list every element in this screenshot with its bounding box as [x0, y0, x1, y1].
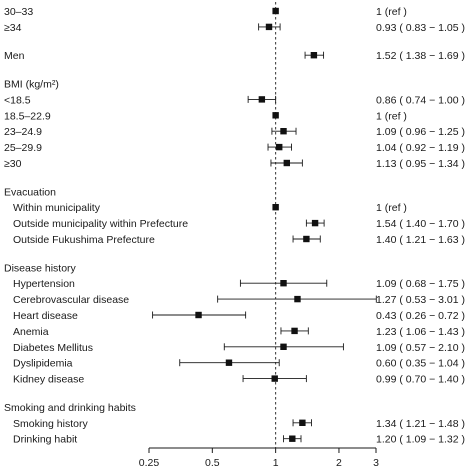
row-8-23-24-9-label: 23–24.9 [4, 126, 42, 138]
row-28-drinking-habit-estimate-text: 1.20 ( 1.09 − 1.32 ) [376, 434, 465, 446]
row-27-smoking-history-label: Smoking history [13, 418, 88, 430]
row-20-heart-disease-estimate-text: 0.43 ( 0.26 − 0.72 ) [376, 310, 465, 322]
forest-rows: 30–33 1 (ref ) ≥34 0.93 ( 0.83 − 1.05 ) Men 1… [4, 6, 465, 446]
group-header-smoking-and-drinking-habits: Smoking and drinking habits [4, 402, 136, 414]
row-21-anemia-estimate-text: 1.23 ( 1.06 − 1.43 ) [376, 326, 465, 338]
row-22-diabetes-mellitus-estimate-marker [280, 343, 287, 350]
row-3-men-estimate-marker [310, 52, 318, 59]
row-10-30-label: ≥30 [4, 158, 22, 170]
row-22-diabetes-mellitus-label: Diabetes Mellitus [13, 342, 93, 354]
row-18-hypertension-estimate-text: 1.09 ( 0.68 − 1.75 ) [376, 278, 465, 290]
x-tick-label-0-5: 0.5 [205, 457, 220, 469]
row-10-30-estimate-marker [283, 159, 291, 167]
row-13-within-municipality-label: Within municipality [13, 202, 101, 214]
row-9-25-29-9-label: 25–29.9 [4, 142, 42, 154]
row-6-18-5-estimate-text: 0.86 ( 0.74 − 1.00 ) [376, 94, 465, 106]
row-3-men-estimate-text: 1.52 ( 1.38 − 1.69 ) [376, 50, 465, 62]
row-1-34-label: ≥34 [4, 22, 22, 34]
row-6-18-5-label: <18.5 [4, 94, 31, 106]
row-20-heart-disease-label: Heart disease [13, 310, 78, 322]
x-tick-label-3: 3 [373, 457, 379, 469]
row-19-cerebrovascular-disease-label: Cerebrovascular disease [13, 294, 129, 306]
row-14-outside-municipality-within-prefecture-estimate-text: 1.54 ( 1.40 − 1.70 ) [376, 218, 465, 230]
row-23-dyslipidemia-label: Dyslipidemia [13, 358, 73, 370]
row-8-23-24-9-estimate-marker [280, 128, 287, 135]
row-15-outside-fukushima-prefecture-label: Outside Fukushima Prefecture [13, 234, 155, 246]
row-9-25-29-9-estimate-text: 1.04 ( 0.92 − 1.19 ) [376, 142, 465, 154]
row-8-23-24-9-estimate-text: 1.09 ( 0.96 − 1.25 ) [376, 126, 465, 138]
row-0-30-33-estimate-marker [272, 7, 279, 15]
group-header-bmi-kg-m: BMI (kg/m²) [4, 79, 59, 91]
x-tick-label-0-25: 0.25 [139, 457, 160, 469]
row-23-dyslipidemia-estimate-text: 0.60 ( 0.35 − 1.04 ) [376, 358, 465, 370]
row-15-outside-fukushima-prefecture-estimate-text: 1.40 ( 1.21 − 1.63 ) [376, 234, 465, 246]
row-28-drinking-habit-estimate-marker [289, 435, 296, 442]
row-14-outside-municipality-within-prefecture-estimate-marker [311, 219, 319, 227]
row-15-outside-fukushima-prefecture-estimate-marker [303, 235, 310, 243]
row-27-smoking-history-estimate-marker [299, 419, 306, 426]
row-0-30-33-label: 30–33 [4, 6, 33, 18]
row-7-18-5-22-9-estimate-marker [272, 112, 279, 119]
row-21-anemia-estimate-marker [291, 327, 298, 335]
row-24-kidney-disease-estimate-marker [271, 375, 278, 382]
row-19-cerebrovascular-disease-estimate-marker [294, 295, 301, 303]
row-18-hypertension-estimate-marker [280, 280, 287, 287]
row-0-30-33-estimate-text: 1 (ref ) [376, 6, 407, 18]
row-23-dyslipidemia-estimate-marker [225, 359, 233, 366]
row-20-heart-disease-estimate-marker [195, 311, 202, 319]
row-10-30-estimate-text: 1.13 ( 0.95 − 1.34 ) [376, 158, 465, 170]
row-14-outside-municipality-within-prefecture-label: Outside municipality within Prefecture [13, 218, 188, 230]
row-1-34-estimate-text: 0.93 ( 0.83 − 1.05 ) [376, 22, 465, 34]
row-18-hypertension-label: Hypertension [13, 278, 75, 290]
x-tick-label-2: 2 [336, 457, 342, 469]
row-22-diabetes-mellitus-estimate-text: 1.09 ( 0.57 − 2.10 ) [376, 342, 465, 354]
row-13-within-municipality-estimate-marker [272, 204, 279, 211]
row-24-kidney-disease-label: Kidney disease [13, 374, 84, 386]
group-header-evacuation: Evacuation [4, 186, 56, 198]
row-21-anemia-label: Anemia [13, 326, 49, 338]
row-9-25-29-9-estimate-marker [276, 143, 283, 151]
group-header-disease-history: Disease history [4, 262, 77, 274]
row-27-smoking-history-estimate-text: 1.34 ( 1.21 − 1.48 ) [376, 418, 465, 430]
x-axis: 0.25 0.5 1 2 3 [139, 447, 379, 469]
row-28-drinking-habit-label: Drinking habit [13, 434, 77, 446]
row-1-34-estimate-marker [265, 23, 273, 31]
row-24-kidney-disease-estimate-text: 0.99 ( 0.70 − 1.40 ) [376, 374, 465, 386]
x-tick-label-1: 1 [273, 457, 279, 469]
row-3-men-label: Men [4, 50, 25, 62]
row-13-within-municipality-estimate-text: 1 (ref ) [376, 202, 407, 214]
row-7-18-5-22-9-estimate-text: 1 (ref ) [376, 110, 407, 122]
row-19-cerebrovascular-disease-estimate-text: 1.27 ( 0.53 − 3.01 ) [376, 294, 465, 306]
row-7-18-5-22-9-label: 18.5–22.9 [4, 110, 51, 122]
row-6-18-5-estimate-marker [258, 96, 266, 103]
